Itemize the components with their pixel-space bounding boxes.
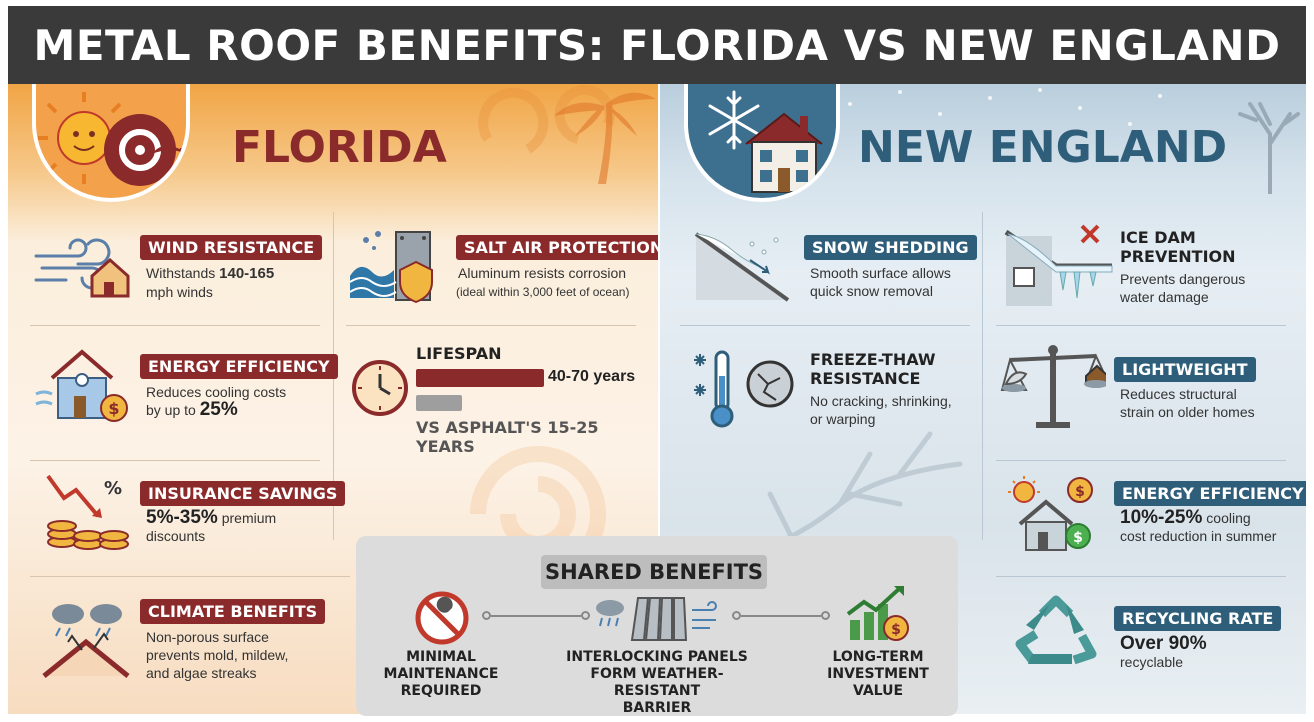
- energy-savings-value: 25%: [199, 399, 238, 420]
- ice-dam-label: ICE DAM PREVENTION: [1120, 228, 1236, 266]
- connector-dot-4: [821, 611, 830, 620]
- lifespan-label: LIFESPAN: [416, 344, 502, 363]
- connector-dot-1: [482, 611, 491, 620]
- florida-row-divider-2: [346, 325, 636, 326]
- svg-text:$: $: [1075, 484, 1085, 500]
- svg-text:$: $: [1073, 530, 1083, 546]
- house-dollar-icon: $: [35, 349, 128, 422]
- svg-text:$: $: [108, 399, 119, 418]
- insurance-savings-value: 5%-35%: [146, 507, 218, 528]
- florida-panel: FLORIDA WIND RESISTANCE Withstands 140-1…: [8, 84, 658, 714]
- bare-tree-icon: [1238, 102, 1300, 194]
- ice-dam-desc: Prevents dangerous water damage: [1120, 271, 1246, 305]
- shared-item-maintenance: MINIMAL MAINTENANCE REQUIRED: [383, 649, 499, 699]
- energy-efficiency-label: ENERGY EFFICIENCY: [140, 354, 338, 379]
- ne-row-divider-1: [680, 325, 970, 326]
- snow-shedding-desc: Smooth surface allows quick snow removal: [810, 265, 951, 299]
- metal-panels-icon: [596, 597, 717, 641]
- recycling-rate-desc: Over 90% recyclable: [1120, 633, 1207, 670]
- svg-text:%: %: [104, 478, 122, 499]
- wind-resistance-label: WIND RESISTANCE: [140, 235, 323, 260]
- lightweight-desc: Reduces structural strain on older homes: [1120, 386, 1255, 420]
- energy-efficiency-desc: Reduces cooling costs by up to 25%: [146, 384, 287, 420]
- connector-dot-2: [581, 611, 590, 620]
- rain-roof-icon: [42, 604, 130, 678]
- ne-row-divider-2: [996, 325, 1286, 326]
- new-england-title: NEW ENGLAND: [858, 122, 1228, 173]
- wind-resistance-desc: Withstands 140-165 mph winds: [146, 265, 275, 300]
- snow-shedding-label: SNOW SHEDDING: [804, 235, 977, 260]
- recycle-icon: [1015, 595, 1097, 665]
- shared-item-investment: LONG-TERM INVESTMENT VALUE: [827, 649, 929, 699]
- shared-item-interlocking: INTERLOCKING PANELS FORM WEATHER-RESISTA…: [566, 649, 748, 716]
- florida-title: FLORIDA: [232, 122, 447, 173]
- salt-air-label: SALT AIR PROTECTION: [456, 235, 658, 260]
- tree-watermark-icon: [700, 431, 963, 567]
- freeze-thaw-label: FREEZE-THAW RESISTANCE: [810, 350, 936, 388]
- florida-row-divider-4: [30, 576, 350, 577]
- recycling-rate-label: RECYCLING RATE: [1114, 606, 1282, 631]
- insurance-savings-label: INSURANCE SAVINGS: [140, 481, 346, 506]
- shared-benefits-panel: SHARED BENEFITS MINIMAL MAINTENANCE REQU…: [356, 536, 958, 716]
- new-england-column-divider: [982, 212, 983, 540]
- freeze-thaw-desc: No cracking, shrinking, or warping: [810, 393, 952, 427]
- florida-row-divider-3: [30, 460, 320, 461]
- snowflake-icon: [708, 90, 760, 150]
- clock-icon: [352, 360, 408, 416]
- wind-house-icon: [34, 238, 130, 298]
- shared-benefits-title: SHARED BENEFITS: [541, 555, 767, 589]
- wave-shield-icon: [349, 231, 433, 304]
- growth-chart-icon: $: [846, 586, 909, 641]
- connector-dot-3: [732, 611, 741, 620]
- wind-speed-value: 140-165: [219, 265, 275, 282]
- connector-line-2: [741, 615, 821, 617]
- asphalt-lifespan-text: VS ASPHALT'S 15-25 YEARS: [416, 418, 599, 456]
- asphalt-lifespan-bar: [416, 395, 462, 411]
- snow-roof-icon: [694, 232, 790, 302]
- climate-benefits-label: CLIMATE BENEFITS: [140, 599, 326, 624]
- coins-down-arrow-icon: %: [46, 474, 129, 550]
- icicle-roof-icon: [1004, 224, 1113, 306]
- recycling-rate-value: 90%: [1168, 633, 1207, 654]
- new-england-header-badge: [684, 84, 840, 202]
- salt-air-note: (ideal within 3,000 feet of ocean): [456, 285, 630, 299]
- insurance-savings-desc: 5%-35% premium discounts: [146, 507, 277, 544]
- ne-energy-savings-value: 10%-25%: [1120, 507, 1203, 528]
- svg-text:$: $: [891, 622, 901, 638]
- connector-line-1: [491, 615, 581, 617]
- ne-energy-efficiency-label: ENERGY EFFICIENCY: [1114, 481, 1306, 506]
- metal-lifespan-bar: [416, 369, 544, 387]
- florida-header-badge: [32, 84, 190, 202]
- salt-air-desc: Aluminum resists corrosion: [458, 265, 627, 281]
- ne-energy-efficiency-desc: 10%-25% cooling cost reduction in summer: [1120, 507, 1277, 544]
- snowflakes-background-icon: [848, 88, 1162, 126]
- metal-lifespan-value: 40-70 years: [548, 368, 636, 385]
- florida-row-divider-1: [30, 325, 320, 326]
- hurricane-background-icon: [478, 84, 656, 184]
- title-bar: METAL ROOF BENEFITS: FLORIDA VS NEW ENGL…: [8, 6, 1306, 84]
- ne-row-divider-4: [996, 576, 1286, 577]
- thermometer-icon: [694, 350, 794, 428]
- scale-icon: [1000, 345, 1106, 428]
- ne-row-divider-3: [996, 460, 1286, 461]
- sun-house-dollar-icon: $ $: [1008, 476, 1093, 551]
- climate-benefits-desc: Non-porous surface prevents mold, mildew…: [146, 629, 289, 681]
- lightweight-label: LIGHTWEIGHT: [1114, 357, 1256, 382]
- no-wrench-icon: [415, 591, 469, 645]
- page-title: METAL ROOF BENEFITS: FLORIDA VS NEW ENGL…: [33, 20, 1281, 70]
